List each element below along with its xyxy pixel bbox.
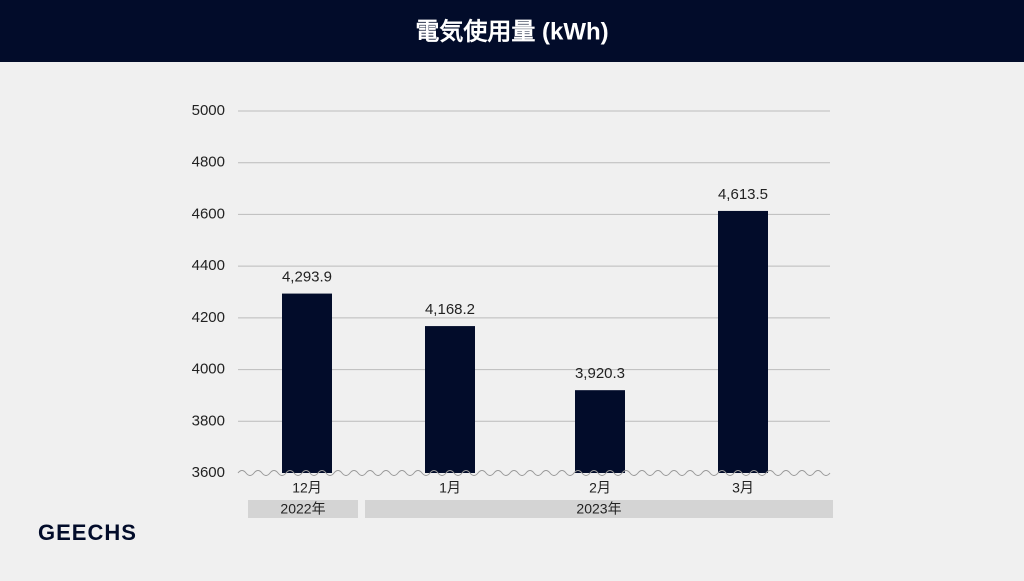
- y-tick-label: 4800: [192, 154, 225, 171]
- x-tick-label: 1月: [439, 480, 461, 496]
- value-label: 4,293.9: [282, 269, 332, 286]
- y-tick-label: 3800: [192, 412, 225, 429]
- group-box: [248, 500, 358, 518]
- y-tick-label: 4200: [192, 309, 225, 326]
- bar: [575, 390, 625, 473]
- y-tick-label: 5000: [192, 102, 225, 119]
- x-tick-label: 3月: [732, 480, 754, 496]
- group-label: 2022年: [280, 501, 325, 517]
- x-tick-label: 2月: [589, 480, 611, 496]
- value-label: 4,613.5: [718, 186, 768, 203]
- axis-break: [237, 470, 831, 476]
- bar: [282, 293, 332, 473]
- x-tick-label: 12月: [292, 480, 322, 496]
- y-tick-label: 4000: [192, 361, 225, 378]
- value-label: 4,168.2: [425, 301, 475, 318]
- bar: [425, 326, 475, 473]
- brand-logo: GEECHS: [38, 520, 137, 545]
- group-label: 2023年: [576, 501, 621, 517]
- group-box: [365, 500, 833, 518]
- bar: [718, 210, 768, 473]
- header: [0, 0, 1024, 62]
- y-tick-label: 3600: [192, 464, 225, 481]
- value-label: 3,920.3: [575, 365, 625, 382]
- y-tick-label: 4400: [192, 257, 225, 274]
- y-tick-label: 4600: [192, 205, 225, 222]
- chart-title: 電気使用量 (kWh): [415, 17, 608, 45]
